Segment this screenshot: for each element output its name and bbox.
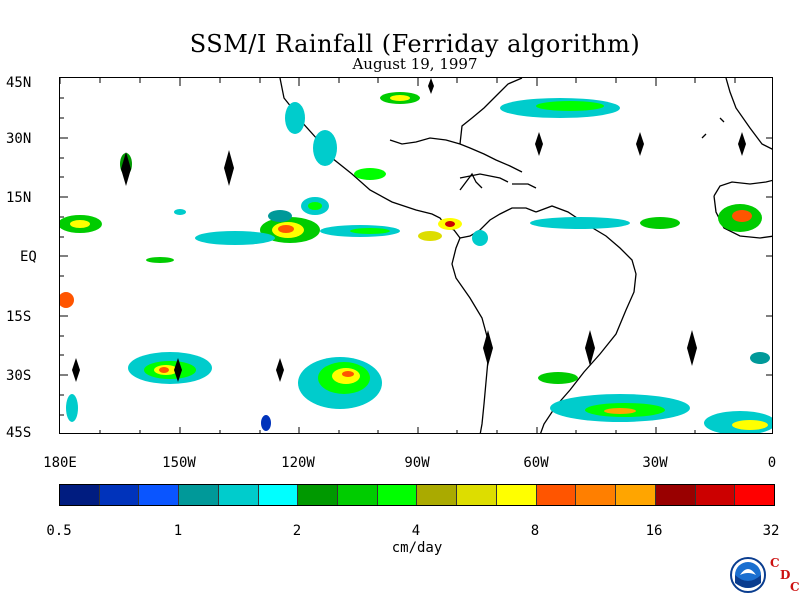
- rain-north-atlantic: [285, 92, 762, 246]
- diamond-marker: [72, 358, 80, 382]
- colorbar-swatch-8: [377, 485, 418, 505]
- rainfall-patches: [60, 92, 772, 433]
- colorbar-tick-label: 16: [645, 523, 663, 539]
- colorbar-tick-label: 8: [530, 523, 540, 539]
- lat-label-15n: 15N: [6, 190, 32, 206]
- colorbar-swatch-11: [496, 485, 537, 505]
- cdc-letter-c2: C: [790, 580, 800, 594]
- lat-label-15s: 15S: [6, 309, 32, 325]
- rain-central-pacific-itcz: [195, 197, 442, 245]
- colorbar: [59, 484, 775, 506]
- colorbar-tick-label: 0.5: [46, 523, 72, 539]
- axis-ticks: [60, 78, 772, 433]
- noaa-logo: [730, 557, 766, 593]
- colorbar-swatch-12: [536, 485, 577, 505]
- colorbar-swatch-3: [179, 485, 219, 505]
- rainfall-map: [59, 77, 773, 434]
- colorbar-swatch-0: [60, 485, 100, 505]
- lon-label-180e: 180E: [43, 455, 77, 471]
- colorbar-swatch-1: [99, 485, 140, 505]
- colorbar-swatch-9: [417, 485, 458, 505]
- diamond-marker: [276, 358, 284, 382]
- south-america-west-coast: [451, 237, 489, 433]
- colorbar-swatch-16: [695, 485, 736, 505]
- colorbar-swatch-17: [735, 485, 774, 505]
- diamond-marker: [428, 78, 434, 94]
- colorbar-swatch-6: [298, 485, 339, 505]
- diamond-markers: [72, 78, 746, 382]
- colorbar-tick-label: 1: [173, 523, 183, 539]
- africa-west-coast: [713, 195, 772, 239]
- diamond-marker: [121, 152, 131, 186]
- africa-nw-coast: [713, 179, 772, 197]
- map-title: SSM/I Rainfall (Ferriday algorithm): [189, 30, 641, 58]
- colorbar-tick-label: 2: [292, 523, 302, 539]
- diamond-marker: [636, 132, 644, 156]
- colorbar-swatch-5: [258, 485, 299, 505]
- atlantic-islands: [701, 117, 725, 139]
- cdc-letter-c1: C: [770, 556, 780, 570]
- cuba: [459, 173, 509, 183]
- colorbar-swatch-4: [218, 485, 259, 505]
- colorbar-swatch-13: [576, 485, 617, 505]
- diamond-marker: [738, 132, 746, 156]
- rain-west-pacific: [60, 153, 186, 308]
- colorbar-swatch-7: [338, 485, 378, 505]
- lat-label-eq: EQ: [20, 249, 37, 265]
- north-america-west-coast: [279, 78, 461, 239]
- colorbar-swatch-10: [457, 485, 497, 505]
- lon-label-60w: 60W: [523, 455, 549, 471]
- colorbar-units: cm/day: [391, 540, 443, 556]
- lon-label-0: 0: [767, 455, 777, 471]
- central-america-coast: [459, 207, 537, 239]
- colorbar-tick-label: 4: [411, 523, 421, 539]
- diamond-marker: [687, 330, 697, 366]
- europe-iberia: [725, 78, 772, 150]
- yucatan: [459, 172, 483, 191]
- us-east-coast: [459, 78, 523, 145]
- map-date: August 19, 1997: [352, 55, 478, 73]
- colorbar-tick-label: 32: [762, 523, 780, 539]
- colorbar-swatch-14: [616, 485, 656, 505]
- diamond-marker: [174, 358, 182, 382]
- hispaniola: [512, 183, 537, 189]
- lon-label-120w: 120W: [281, 455, 315, 471]
- lat-label-30s: 30S: [6, 368, 32, 384]
- gulf-of-mexico-coast: [389, 137, 523, 173]
- lat-label-45s: 45S: [6, 425, 32, 441]
- diamond-marker: [483, 330, 493, 366]
- colorbar-swatch-15: [655, 485, 696, 505]
- diamond-marker: [224, 150, 234, 186]
- lon-label-90w: 90W: [404, 455, 430, 471]
- map-canvas: [60, 78, 772, 433]
- diamond-marker: [535, 132, 543, 156]
- lon-label-30w: 30W: [642, 455, 668, 471]
- rain-south-atlantic: [538, 352, 772, 433]
- lon-label-150w: 150W: [162, 455, 196, 471]
- rain-south-pacific: [66, 352, 382, 431]
- diamond-marker: [585, 330, 595, 366]
- cdc-letter-d: D: [780, 568, 791, 582]
- lat-label-45n: 45N: [6, 75, 32, 91]
- lat-label-30n: 30N: [6, 131, 32, 147]
- colorbar-swatch-2: [139, 485, 180, 505]
